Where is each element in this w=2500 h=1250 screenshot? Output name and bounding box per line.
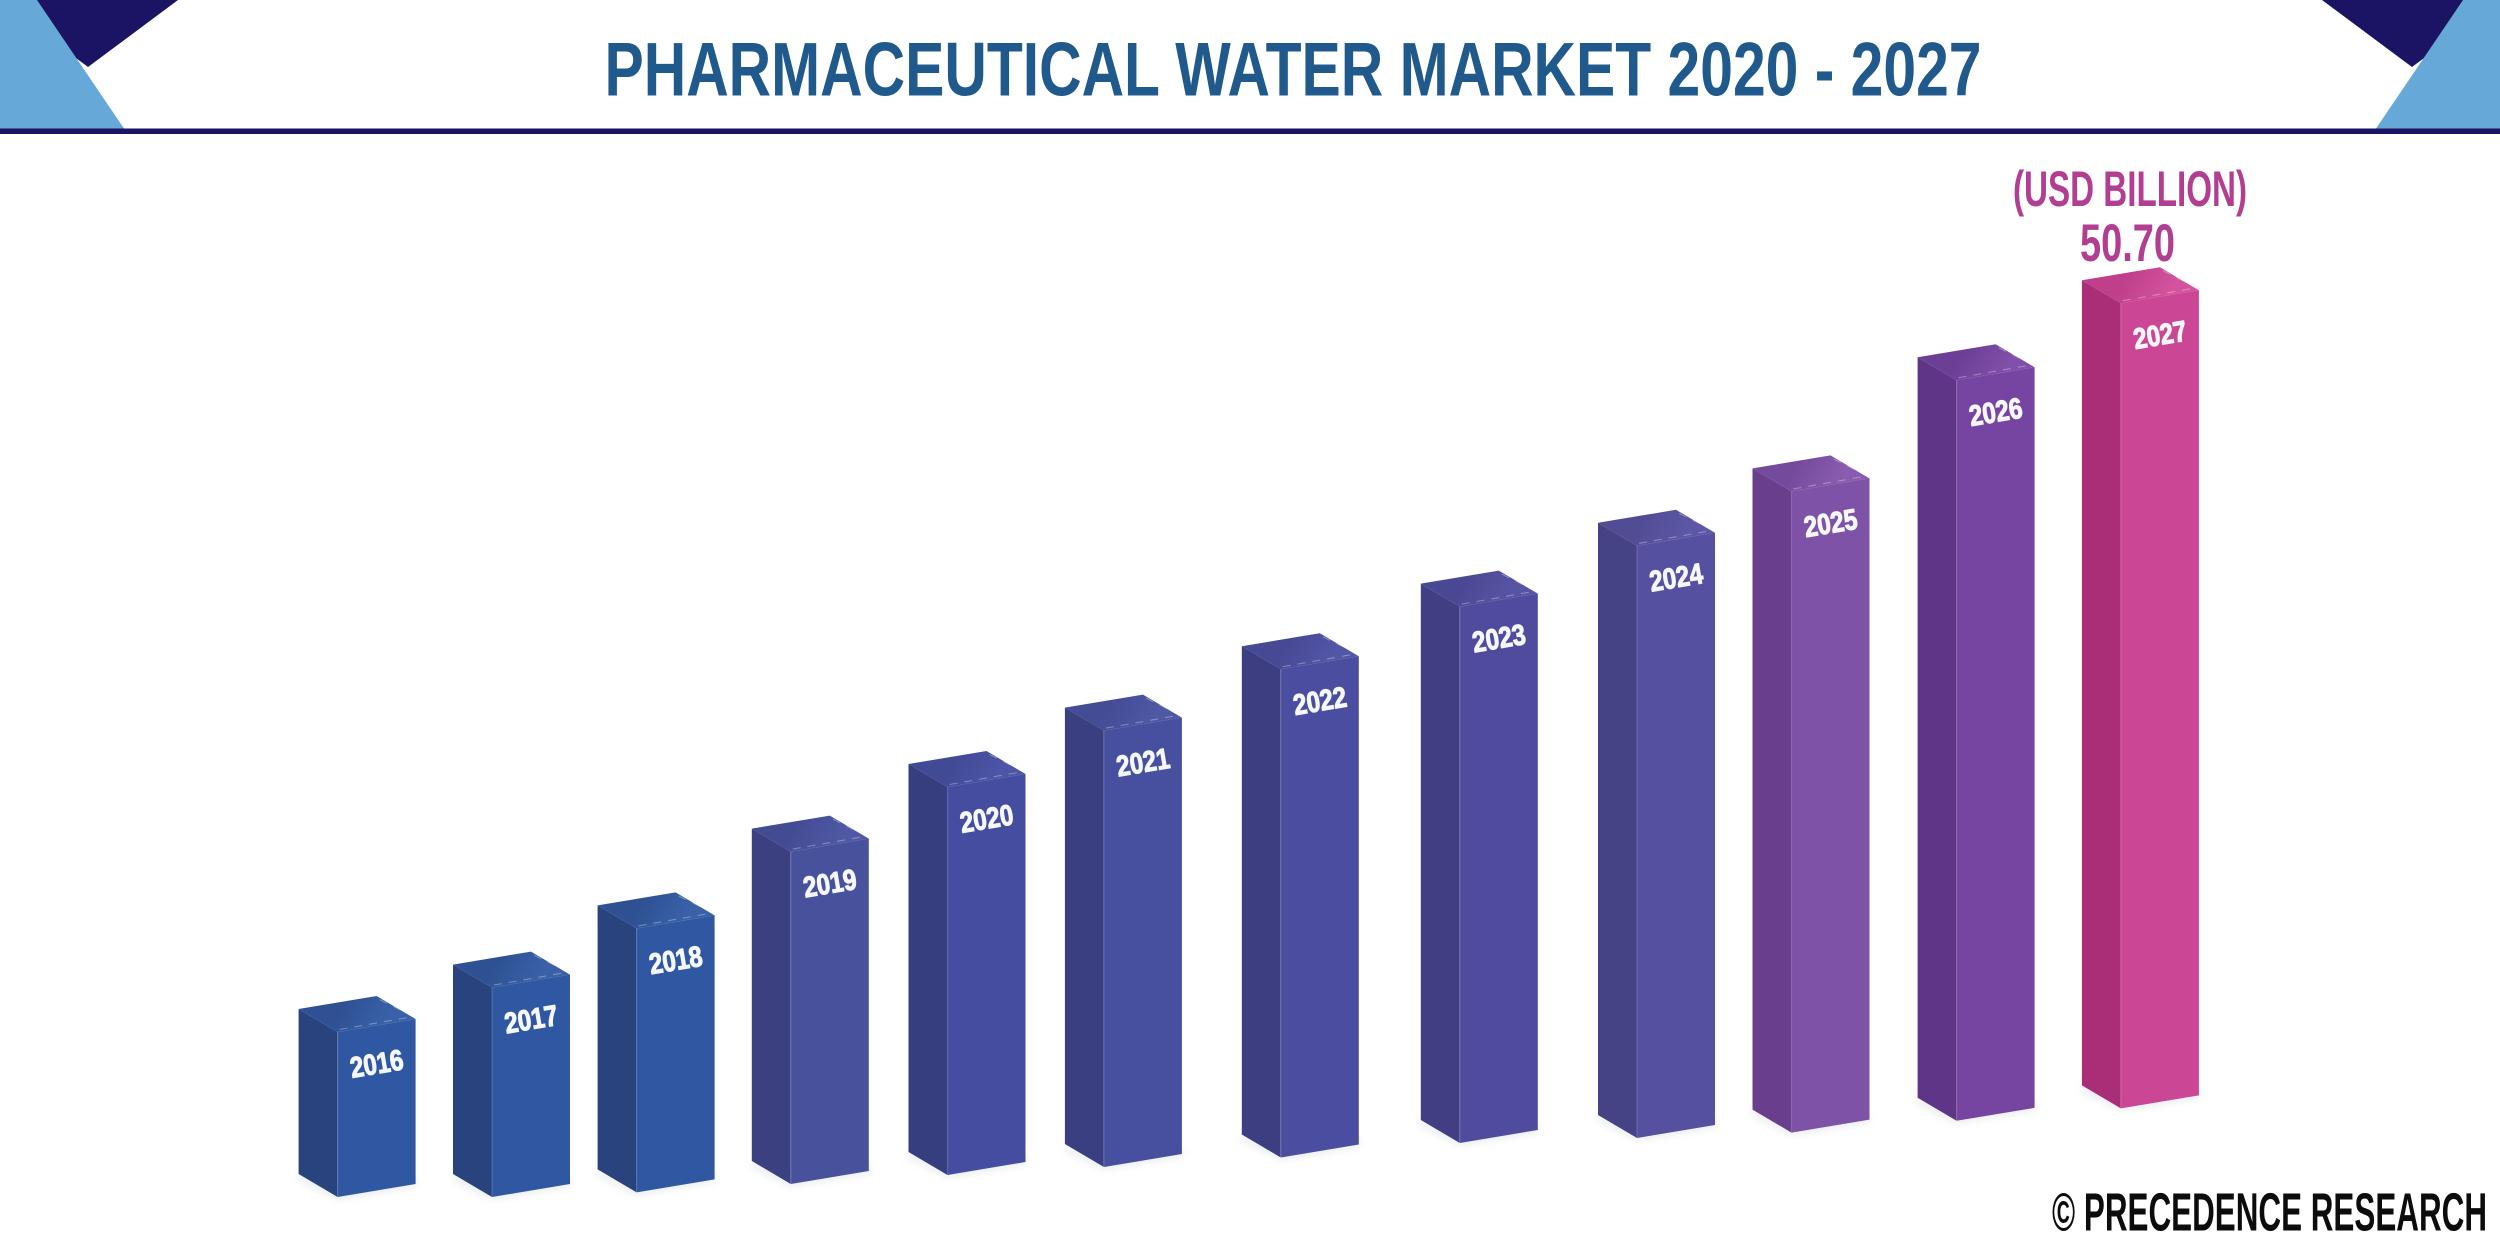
svg-text:PHARMACEUTICAL WATER MARKET 20: PHARMACEUTICAL WATER MARKET 2020 - 2027 <box>605 28 1982 113</box>
svg-text:© PRECEDENCE RESEARCH: © PRECEDENCE RESEARCH <box>2052 1183 2487 1243</box>
svg-text:2026: 2026 <box>1967 393 2025 433</box>
svg-text:(USD BILLION): (USD BILLION) <box>2013 161 2247 217</box>
svg-text:2019: 2019 <box>801 864 859 904</box>
svg-text:50.70: 50.70 <box>2080 214 2175 273</box>
